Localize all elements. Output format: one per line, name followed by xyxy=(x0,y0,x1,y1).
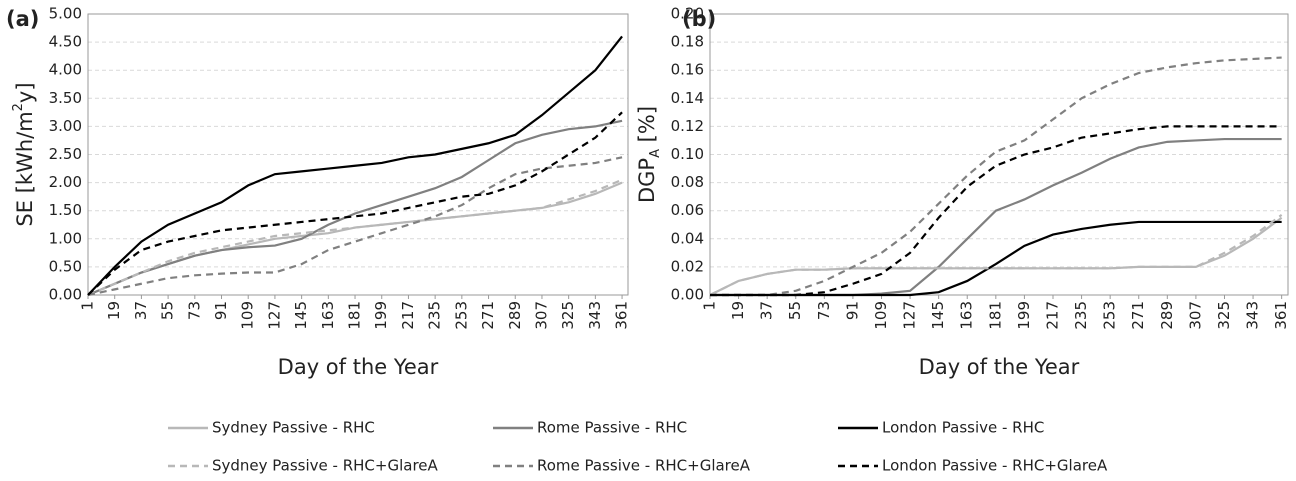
x-tick-label: 181 xyxy=(986,301,1004,330)
y-tick-label: 0.50 xyxy=(49,257,82,275)
y-tick-label: 4.50 xyxy=(49,33,82,51)
x-tick-label: 325 xyxy=(1215,301,1233,330)
x-tick-label: 109 xyxy=(239,301,257,330)
series-line xyxy=(710,125,1282,297)
x-tick-label: 127 xyxy=(265,301,283,330)
x-tick-label: 163 xyxy=(319,301,337,330)
x-tick-label: 55 xyxy=(159,301,177,320)
x-tick-label: 55 xyxy=(786,301,804,320)
series-line xyxy=(87,35,623,296)
y-axis-label-part: SE [kWh/m xyxy=(13,111,37,226)
y-tick-label: 0.16 xyxy=(671,61,704,79)
x-tick-label: 235 xyxy=(426,301,444,330)
x-tick-label: 73 xyxy=(815,301,833,320)
series-line xyxy=(87,178,623,297)
x-tick-label: 361 xyxy=(613,301,631,330)
legend-label: Rome Passive - RHC xyxy=(537,419,687,437)
y-tick-label: 0.04 xyxy=(671,229,704,247)
x-axis-label: Day of the Year xyxy=(278,355,439,379)
series-line xyxy=(710,137,1282,297)
x-tick-label: 127 xyxy=(901,301,919,330)
x-tick-label: 19 xyxy=(729,301,747,320)
series-line xyxy=(710,56,1282,297)
plot-frame xyxy=(709,13,1289,296)
x-tick-label: 91 xyxy=(212,301,230,320)
x-tick-label: 181 xyxy=(346,301,364,330)
x-tick-label: 289 xyxy=(1158,301,1176,330)
x-tick-label: 145 xyxy=(929,301,947,330)
y-tick-label: 1.00 xyxy=(49,229,82,247)
y-tick-label: 1.50 xyxy=(49,201,82,219)
x-axis-label: Day of the Year xyxy=(919,355,1080,379)
legend-label: Rome Passive - RHC+GlareA xyxy=(537,457,751,475)
y-tick-label: 0.08 xyxy=(671,173,704,191)
series-line xyxy=(87,111,623,296)
y-tick-label: 2.00 xyxy=(49,173,82,191)
series-line xyxy=(710,220,1282,297)
x-tick-label: 73 xyxy=(185,301,203,320)
x-tick-label: 145 xyxy=(292,301,310,330)
x-tick-label: 199 xyxy=(372,301,390,330)
y-tick-label: 0.18 xyxy=(671,33,704,51)
y-axis-label-part: A xyxy=(648,149,663,158)
y-tick-label: 4.00 xyxy=(49,61,82,79)
x-tick-label: 109 xyxy=(872,301,890,330)
legend-label: Sydney Passive - RHC+GlareA xyxy=(212,457,439,475)
y-tick-label: 0.00 xyxy=(49,286,82,304)
y-tick-label: 0.20 xyxy=(671,5,704,23)
x-tick-label: 217 xyxy=(399,301,417,330)
legend-label: Sydney Passive - RHC xyxy=(212,419,375,437)
y-axis-label-part: 2 xyxy=(11,103,26,111)
x-tick-label: 91 xyxy=(843,301,861,320)
y-tick-label: 0.00 xyxy=(671,286,704,304)
y-axis-label: DGPA [%] xyxy=(635,106,663,203)
x-tick-label: 37 xyxy=(758,301,776,320)
y-axis-label-part: y] xyxy=(13,82,37,103)
x-tick-label: 163 xyxy=(958,301,976,330)
x-tick-label: 343 xyxy=(586,301,604,330)
x-tick-label: 37 xyxy=(132,301,150,320)
series-line xyxy=(87,156,623,297)
series-line xyxy=(709,214,1283,296)
x-tick-label: 235 xyxy=(1072,301,1090,330)
x-tick-label: 1 xyxy=(79,301,97,311)
x-tick-label: 289 xyxy=(506,301,524,330)
y-tick-label: 0.06 xyxy=(671,201,704,219)
y-tick-label: 2.50 xyxy=(49,145,82,163)
panel-label: (b) xyxy=(682,7,716,31)
y-axis-label-part: [%] xyxy=(635,106,659,149)
y-tick-label: 0.02 xyxy=(671,257,704,275)
x-tick-label: 271 xyxy=(479,301,497,330)
y-tick-label: 0.14 xyxy=(671,89,704,107)
y-tick-label: 0.10 xyxy=(671,145,704,163)
y-axis-label: SE [kWh/m2y] xyxy=(11,82,37,226)
x-tick-label: 307 xyxy=(532,301,550,330)
x-tick-label: 307 xyxy=(1186,301,1204,330)
x-tick-label: 253 xyxy=(1101,301,1119,330)
plot-frame xyxy=(87,13,629,296)
y-tick-label: 5.00 xyxy=(49,5,82,23)
x-tick-label: 217 xyxy=(1043,301,1061,330)
x-tick-label: 271 xyxy=(1129,301,1147,330)
y-tick-label: 0.12 xyxy=(671,117,704,135)
panel-label: (a) xyxy=(6,7,39,31)
x-tick-label: 1 xyxy=(701,301,719,311)
x-tick-label: 361 xyxy=(1272,301,1290,330)
y-tick-label: 3.00 xyxy=(49,117,82,135)
x-tick-label: 343 xyxy=(1244,301,1262,330)
y-tick-label: 3.50 xyxy=(49,89,82,107)
x-tick-label: 253 xyxy=(452,301,470,330)
legend-label: London Passive - RHC+GlareA xyxy=(882,457,1108,475)
x-tick-label: 19 xyxy=(105,301,123,320)
x-tick-label: 325 xyxy=(559,301,577,330)
series-line xyxy=(87,119,623,297)
series-line xyxy=(709,216,1283,296)
y-axis-label-part: DGP xyxy=(635,158,659,203)
legend-label: London Passive - RHC xyxy=(882,419,1044,437)
x-tick-label: 199 xyxy=(1015,301,1033,330)
